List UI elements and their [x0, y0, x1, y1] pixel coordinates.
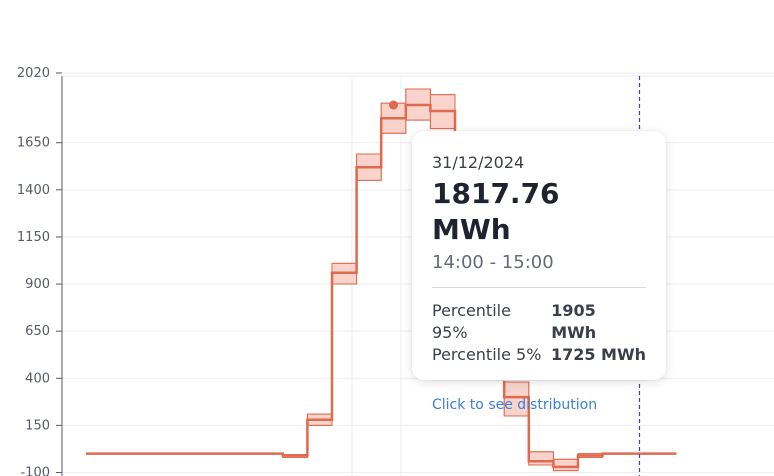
- y-tick-label: 1650: [17, 136, 50, 151]
- y-tick-label: 400: [25, 371, 50, 386]
- y-tick-label: 2020: [17, 66, 50, 81]
- data-tooltip: 31/12/2024 1817.76 MWh 14:00 - 15:00 Per…: [412, 131, 666, 413]
- tooltip-divider-2: [432, 380, 646, 381]
- tooltip-date: 31/12/2024: [432, 153, 525, 172]
- p95-label: Percentile 95%: [432, 301, 511, 342]
- y-tick-label: 1150: [17, 230, 50, 245]
- p5-value: 1725 MWh: [550, 345, 646, 364]
- y-tick-label: 150: [25, 418, 50, 433]
- band-bar: [552, 458, 579, 472]
- series-lines: [86, 88, 677, 472]
- tooltip-row-p95: Percentile 95% 1905 MWh: [432, 300, 646, 344]
- p95-value: 1905 MWh: [551, 301, 597, 342]
- see-distribution-link[interactable]: Click to see distribution: [432, 397, 598, 413]
- y-tick-label: 900: [25, 277, 50, 292]
- tooltip-time-range: 14:00 - 15:00: [432, 252, 554, 273]
- y-tick-label: -100: [20, 466, 50, 476]
- y-tick-label: 1400: [17, 183, 50, 198]
- series-line-main: [86, 103, 677, 469]
- tooltip-value: 1817.76 MWh: [432, 177, 560, 246]
- tooltip-divider: [432, 287, 646, 288]
- p5-label: Percentile 5%: [432, 345, 542, 364]
- band-bar: [528, 451, 554, 466]
- tooltip-row-p5: Percentile 5% 1725 MWh: [432, 344, 646, 366]
- highlight-point: [389, 100, 398, 110]
- y-tick-label: 650: [25, 324, 50, 339]
- y-axis: 2020 1650 1400 1150 900 650 400 150 -100: [17, 66, 63, 476]
